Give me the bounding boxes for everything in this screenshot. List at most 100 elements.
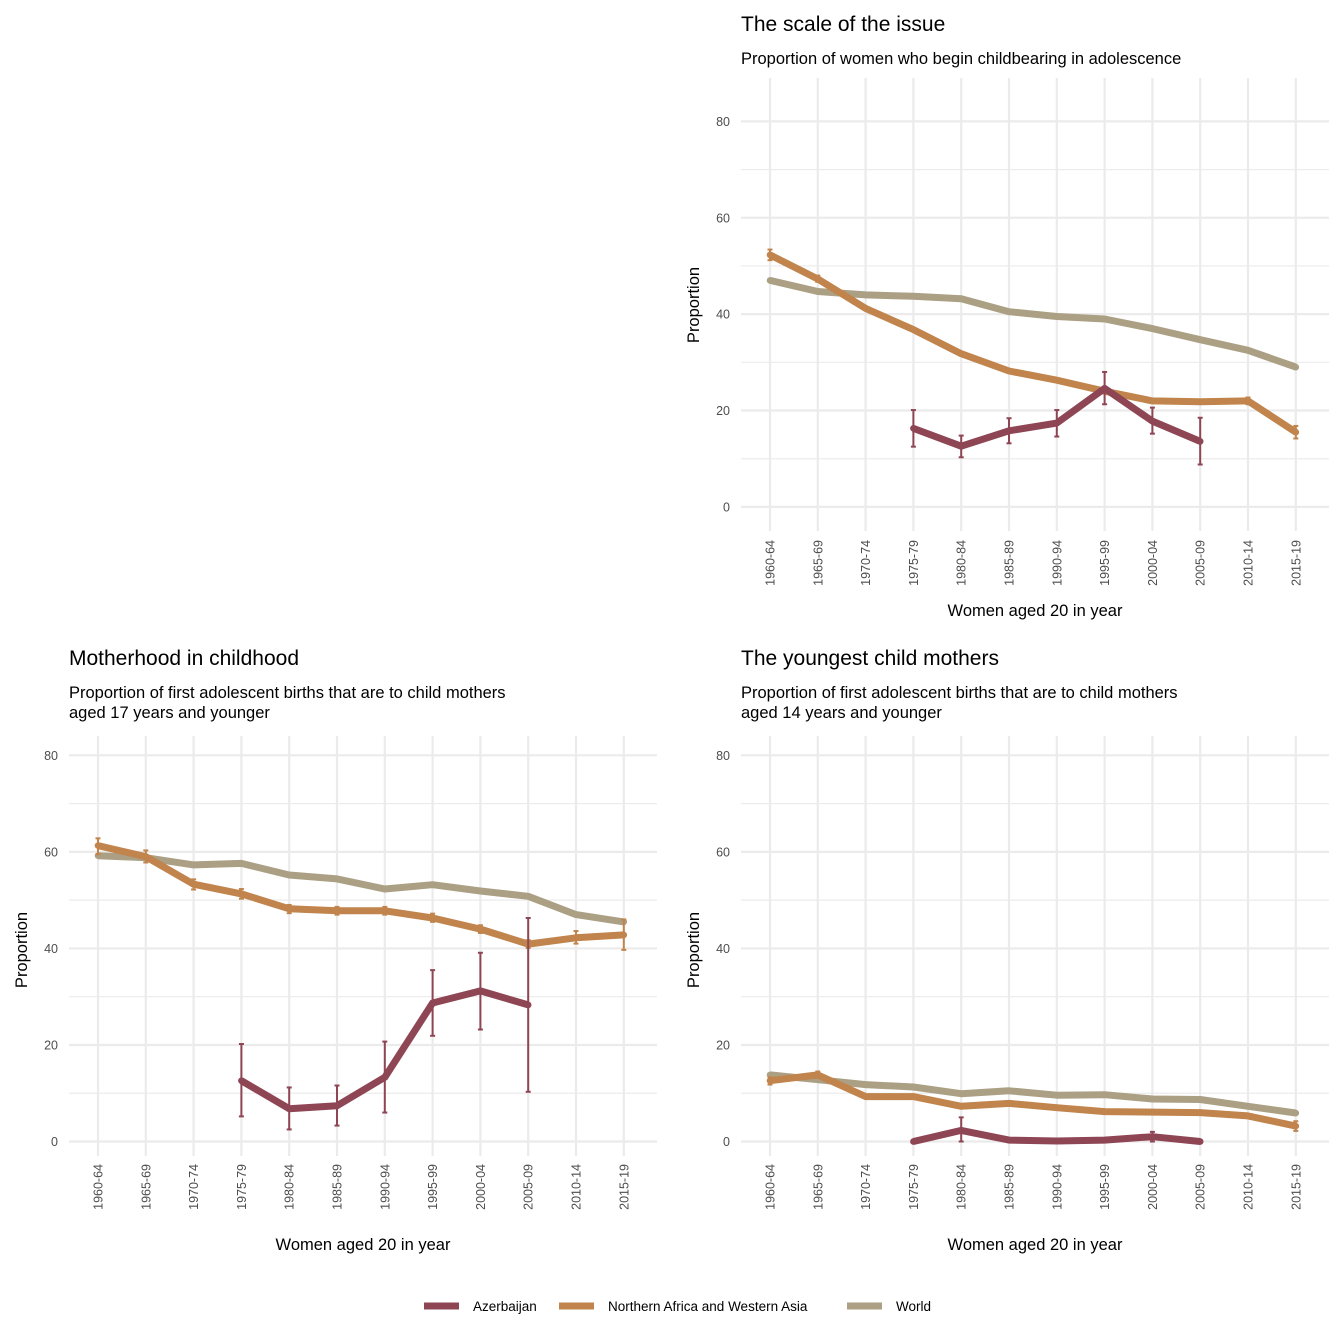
legend-item-northern-africa-western-asia: Northern Africa and Western Asia [559, 1299, 808, 1314]
series-line [769, 1071, 1297, 1117]
data-point [285, 1105, 293, 1112]
data-point [862, 1081, 869, 1088]
x-tick-label: 1965-69 [811, 540, 825, 586]
data-point [862, 291, 869, 299]
data-point [1101, 315, 1108, 323]
legend-label-northern-africa-western-asia: Northern Africa and Western Asia [608, 1299, 808, 1314]
data-point [285, 905, 293, 913]
data-point [1196, 1109, 1204, 1116]
panel-title: Motherhood in childhood [69, 647, 299, 670]
chart-panel-scale: The scale of the issue Proportion of wom… [685, 13, 1329, 620]
data-point [1292, 428, 1300, 436]
data-point [285, 871, 293, 879]
data-point [1244, 1112, 1252, 1120]
x-tick-label: 1960-64 [764, 540, 778, 586]
data-point [238, 1077, 245, 1084]
data-point [1149, 1133, 1156, 1140]
y-tick-label: 80 [716, 749, 730, 763]
x-tick-label: 1975-79 [235, 1164, 249, 1210]
x-tick-label: 2015-19 [1289, 1164, 1303, 1210]
data-point [910, 1083, 917, 1091]
x-tick-label: 2005-09 [1194, 1164, 1208, 1210]
legend-label-world: World [896, 1299, 931, 1314]
data-point [429, 999, 436, 1007]
panel-subtitle-line-2: aged 14 years and younger [741, 704, 942, 722]
data-point [1005, 1136, 1013, 1144]
y-tick-label: 20 [716, 1038, 730, 1052]
y-tick-label: 20 [44, 1038, 58, 1052]
y-tick-label: 80 [44, 749, 58, 763]
data-point [1244, 346, 1252, 354]
data-point [572, 911, 580, 918]
data-point [1196, 398, 1204, 406]
data-point [957, 442, 965, 450]
data-point [381, 1074, 389, 1081]
x-tick-label: 1990-94 [378, 1164, 392, 1210]
data-point [1196, 438, 1204, 445]
data-point [1149, 325, 1156, 332]
x-tick-label: 1970-74 [859, 1164, 873, 1210]
data-point [1292, 363, 1300, 371]
gridlines [741, 78, 1329, 531]
y-tick-label: 40 [716, 942, 730, 956]
data-point [1101, 1091, 1108, 1098]
series-line [97, 852, 625, 926]
panel-title: The scale of the issue [741, 13, 945, 36]
data-point [524, 892, 532, 900]
data-point [1005, 367, 1013, 375]
data-point [477, 887, 484, 895]
x-tick-label: 1995-99 [426, 1164, 440, 1210]
y-tick-label: 40 [716, 308, 730, 322]
data-point [1053, 1137, 1061, 1145]
y-tick-label: 0 [723, 500, 730, 514]
data-point [190, 861, 197, 869]
x-tick-label: 2005-09 [1194, 540, 1208, 586]
x-tick-label: 2015-19 [617, 1164, 631, 1210]
data-point [957, 1127, 965, 1134]
x-tick-label: 2000-04 [474, 1164, 488, 1210]
data-point [766, 1077, 774, 1084]
x-axis-title: Women aged 20 in year [948, 1236, 1123, 1254]
data-point [1005, 1087, 1013, 1095]
data-point [381, 907, 389, 915]
x-tick-label: 1975-79 [907, 1164, 921, 1210]
data-point [1196, 336, 1204, 343]
panel-title: The youngest child mothers [741, 647, 999, 670]
panel-subtitle-line-1: Proportion of first adolescent births th… [69, 684, 506, 702]
plot-area: 0 20 40 60 80 1960-64 1965-69 1970-74 1975-79 198… [44, 736, 657, 1210]
data-point [910, 1093, 917, 1100]
data-point [957, 350, 965, 357]
series-line [769, 276, 1297, 371]
data-point [1244, 1102, 1252, 1110]
data-point [1053, 419, 1061, 427]
y-tick-label: 0 [51, 1135, 58, 1149]
x-tick-label: 1985-89 [1003, 540, 1017, 586]
y-tick-label: 60 [716, 845, 730, 859]
x-tick-label: 1975-79 [907, 540, 921, 586]
panel-subtitle-line-1: Proportion of first adolescent births th… [741, 684, 1178, 702]
y-axis-title: Proportion [685, 267, 703, 343]
x-tick-label: 1995-99 [1098, 1164, 1112, 1210]
data-point [190, 880, 197, 888]
data-point [1292, 1122, 1300, 1130]
legend-item-azerbaijan: Azerbaijan [424, 1299, 537, 1314]
series-northern-africa-and-western-asia [94, 837, 628, 951]
legend: Azerbaijan Northern Africa and Western A… [424, 1299, 931, 1314]
data-point [477, 987, 484, 995]
data-point [381, 885, 389, 893]
data-point [910, 293, 917, 300]
data-point [1053, 1091, 1061, 1099]
x-tick-label: 1960-64 [764, 1164, 778, 1210]
data-point [524, 1001, 532, 1009]
legend-item-world: World [847, 1299, 931, 1314]
data-point [620, 931, 628, 939]
series-line [768, 251, 1298, 436]
series-azerbaijan [910, 1116, 1204, 1145]
x-tick-label: 1985-89 [331, 1164, 345, 1210]
x-tick-label: 2015-19 [1289, 540, 1303, 586]
y-axis-title: Proportion [13, 912, 31, 988]
data-point [1149, 1108, 1156, 1116]
x-tick-label: 2010-14 [570, 1164, 584, 1210]
series-line [97, 842, 625, 948]
data-point [1053, 376, 1061, 384]
